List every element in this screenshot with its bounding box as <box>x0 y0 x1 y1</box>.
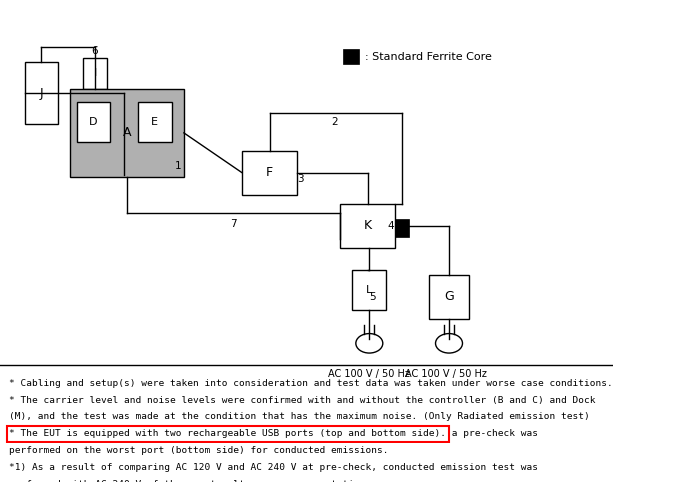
Text: AC 100 V / 50 Hz: AC 100 V / 50 Hz <box>405 369 487 379</box>
Bar <box>343 49 359 64</box>
Text: A: A <box>123 126 131 139</box>
Text: performed with AC 240 V of the worst voltage as representative.: performed with AC 240 V of the worst vol… <box>9 480 371 482</box>
FancyBboxPatch shape <box>77 102 110 142</box>
Text: F: F <box>266 166 273 179</box>
Text: G: G <box>444 290 454 303</box>
Text: 4: 4 <box>388 221 395 231</box>
FancyBboxPatch shape <box>242 150 297 195</box>
Text: 5: 5 <box>368 292 375 302</box>
FancyBboxPatch shape <box>429 275 469 319</box>
Text: I: I <box>93 68 97 78</box>
Text: 6: 6 <box>92 46 98 56</box>
FancyBboxPatch shape <box>70 89 184 177</box>
Text: J: J <box>39 87 43 99</box>
Text: performed on the worst port (bottom side) for conducted emissions.: performed on the worst port (bottom side… <box>9 446 388 455</box>
Text: 2: 2 <box>331 117 337 127</box>
Text: * The EUT is equipped with two rechargeable USB ports (top and bottom side). a p: * The EUT is equipped with two rechargea… <box>9 429 538 438</box>
FancyBboxPatch shape <box>340 204 395 248</box>
Text: 1: 1 <box>175 161 181 171</box>
Text: K: K <box>364 219 372 232</box>
FancyBboxPatch shape <box>353 270 386 310</box>
Text: : Standard Ferrite Core: : Standard Ferrite Core <box>365 52 491 62</box>
Text: 3: 3 <box>297 174 304 185</box>
Text: 7: 7 <box>230 219 236 228</box>
Text: (M), and the test was made at the condition that has the maximum noise. (Only Ra: (M), and the test was made at the condit… <box>9 412 590 421</box>
FancyBboxPatch shape <box>25 62 58 124</box>
FancyBboxPatch shape <box>138 102 172 142</box>
Text: L: L <box>366 285 373 295</box>
Bar <box>395 219 409 237</box>
Text: * Cabling and setup(s) were taken into consideration and test data was taken und: * Cabling and setup(s) were taken into c… <box>9 379 613 388</box>
Text: E: E <box>151 117 158 127</box>
FancyBboxPatch shape <box>83 57 107 89</box>
Text: AC 100 V / 50 Hz: AC 100 V / 50 Hz <box>328 369 410 379</box>
Text: D: D <box>89 117 98 127</box>
Text: * The carrier level and noise levels were confirmed with and without the control: * The carrier level and noise levels wer… <box>9 396 595 404</box>
Text: *1) As a result of comparing AC 120 V and AC 240 V at pre-check, conducted emiss: *1) As a result of comparing AC 120 V an… <box>9 463 538 472</box>
